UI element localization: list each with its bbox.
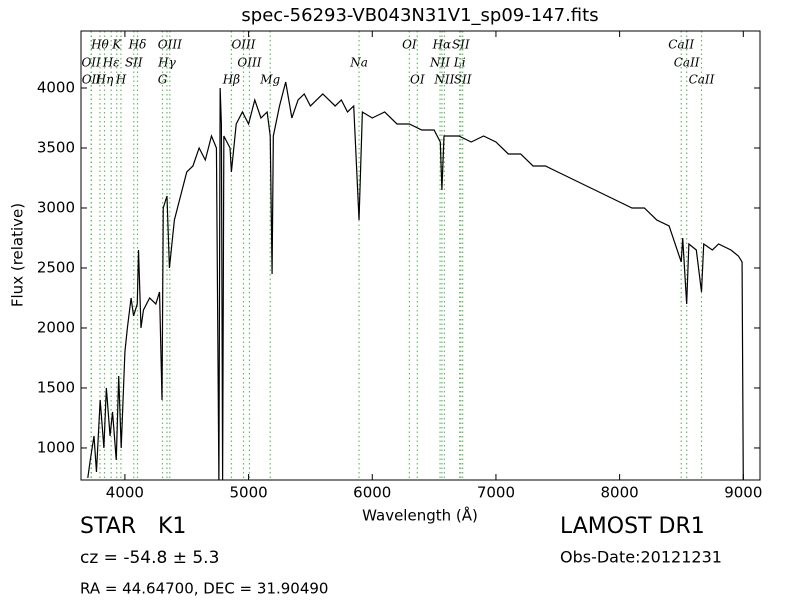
spectral-line-label: K <box>111 38 122 52</box>
spectral-line-label: Mg <box>259 73 280 87</box>
obs-date: Obs-Date:20121231 <box>560 548 722 567</box>
y-tick-label: 1500 <box>37 378 75 396</box>
spectrum-line <box>87 81 744 480</box>
spectral-line-label: CaII <box>668 38 694 52</box>
star-class: STAR <box>80 514 136 539</box>
spectral-line-label: SII <box>125 56 143 70</box>
redshift: cz = -54.8 ± 5.3 <box>80 548 219 568</box>
spectral-line-label: Hβ <box>222 73 240 87</box>
spectral-line-label: Hα <box>432 38 452 52</box>
spectral-line-label: OIII <box>237 56 261 70</box>
y-tick-label: 2000 <box>37 318 75 336</box>
x-tick-label: 9000 <box>724 484 762 502</box>
spectral-line-label: Hε <box>102 56 120 70</box>
spectral-line-label: Hθ <box>90 38 109 52</box>
coordinates: RA = 44.64700, DEC = 31.90490 <box>80 580 328 598</box>
chart-title: spec-56293-VB043N31V1_sp09-147.fits <box>241 5 598 26</box>
x-tick-label: 7000 <box>477 484 515 502</box>
star-subclass: K1 <box>158 514 186 539</box>
survey: LAMOST DR1 <box>560 514 705 539</box>
x-tick-label: 4000 <box>106 484 144 502</box>
y-axis-label: Flux (relative) <box>9 203 27 307</box>
spectral-line-label: Hγ <box>157 56 176 70</box>
y-tick-label: 2500 <box>37 258 75 276</box>
spectral-line-label: CaII <box>674 56 700 70</box>
spectral-line-label: Hδ <box>128 38 147 52</box>
spectral-line-label: Na <box>349 56 368 70</box>
spectral-line-label: Li <box>453 56 466 70</box>
plot-area <box>87 31 744 480</box>
spectral-line-label: Hη <box>95 73 114 87</box>
y-tick-label: 1000 <box>37 438 75 456</box>
x-tick-label: 5000 <box>229 484 267 502</box>
spectral-line-label: SII <box>454 73 472 87</box>
spectral-line-label: H <box>115 73 127 87</box>
spectral-line-label: OIII <box>231 38 255 52</box>
spectral-line-label: OI <box>402 38 417 52</box>
spectral-line-label: NII <box>429 56 450 70</box>
spectral-line-label: G <box>158 73 168 87</box>
spectral-line-label: NII <box>433 73 454 87</box>
x-axis-label: Wavelength (Å) <box>362 506 478 525</box>
spectral-line-label: OII <box>81 56 101 70</box>
spectral-line-label: OI <box>410 73 425 87</box>
spectral-line-label: SII <box>452 38 470 52</box>
x-tick-label: 6000 <box>353 484 391 502</box>
axes-frame <box>80 30 761 481</box>
spectral-line-label: CaII <box>689 73 715 87</box>
y-tick-label: 4000 <box>37 78 75 96</box>
spectral-line-label: OIII <box>158 38 182 52</box>
spectral-line-label: OII <box>82 73 102 87</box>
y-tick-label: 3000 <box>37 198 75 216</box>
y-tick-label: 3500 <box>37 138 75 156</box>
x-tick-label: 8000 <box>601 484 639 502</box>
